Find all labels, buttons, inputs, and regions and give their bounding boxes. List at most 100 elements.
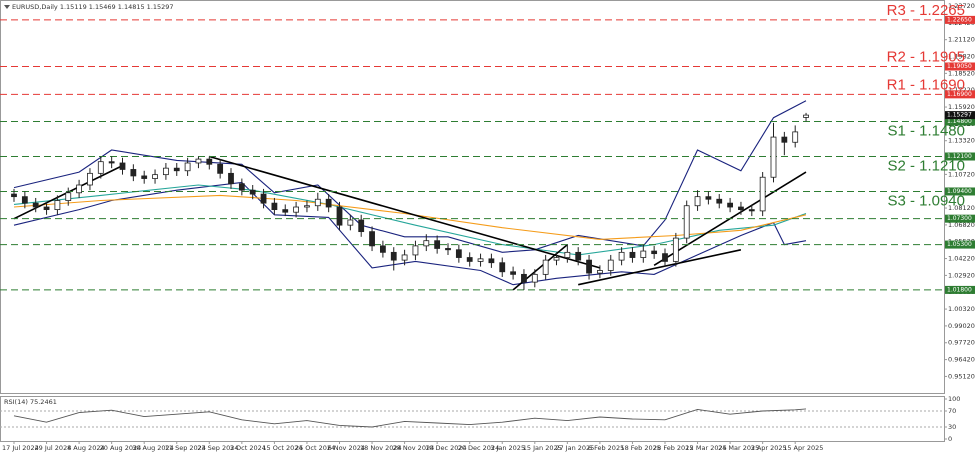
level-label: R2 - 1.1905 [887, 48, 965, 65]
level-tag: 1.09400 [947, 188, 972, 195]
candle-body [21, 196, 28, 204]
level-tag-box [945, 240, 975, 249]
candle-body [531, 273, 538, 283]
x-tick-label: 25 Oct 2024 [295, 444, 335, 452]
candle-body [249, 189, 256, 195]
y-tick-label: 1.08120 [948, 204, 975, 212]
candle-body [379, 245, 386, 253]
x-tick-label: 10 Dec 2024 [425, 444, 467, 452]
rsi-panel [0, 396, 945, 442]
x-tick-label: 30 Aug 2024 [132, 444, 174, 452]
candle-body [152, 174, 158, 179]
candle-body [738, 206, 744, 211]
y-tick-label: 1.17220 [948, 86, 975, 94]
candle-body [748, 209, 755, 212]
level-tag: 1.22650 [947, 16, 972, 23]
chart-title: EURUSD,Daily 1.15119 1.15469 1.14815 1.1… [12, 3, 174, 11]
candle-body [184, 162, 191, 172]
candle-body [705, 196, 712, 200]
x-tick-label: 15 Apr 2025 [783, 444, 823, 452]
candle-body [727, 202, 733, 208]
candle-body [510, 271, 517, 275]
y-tick-label: 1.23720 [948, 2, 975, 10]
candle-body [640, 250, 647, 258]
level-tag-box [945, 187, 975, 196]
level-tag: 1.16900 [947, 91, 972, 98]
x-tick-label: 3 Jan 2025 [490, 444, 525, 452]
candle-body [445, 248, 451, 251]
rsi-tick-label: 70 [948, 407, 956, 415]
rsi-tick-label: 100 [948, 395, 960, 403]
x-tick-label: 27 Jan 2025 [555, 444, 594, 452]
candle-body [401, 254, 408, 261]
level-tag-box [945, 152, 975, 161]
candle-body [87, 172, 93, 186]
x-tick-label: 15 Oct 2024 [262, 444, 302, 452]
rsi-line [13, 408, 807, 428]
level-tag-box [945, 117, 975, 126]
x-tick-label: 6 Nov 2024 [328, 444, 366, 452]
candle-body [195, 158, 202, 164]
y-tick-label: 0.97720 [948, 339, 975, 347]
candle-body [781, 136, 788, 143]
candle-body [358, 219, 365, 233]
trend-line [209, 155, 601, 269]
candle-body [586, 259, 592, 274]
level-tag: 1.14800 [947, 118, 972, 125]
candle-body [11, 193, 17, 198]
y-tick-label: 1.19820 [948, 53, 975, 61]
candle-body [564, 251, 571, 258]
level-tag-box [945, 15, 975, 24]
candle-body [206, 158, 213, 165]
y-tick-label: 1.21120 [948, 36, 975, 44]
x-tick-label: 23 Sep 2024 [197, 444, 238, 452]
y-tick-label: 0.99020 [948, 322, 975, 330]
rsi-tick-label: 0 [948, 435, 952, 443]
candle-body [347, 219, 354, 226]
main-panel [0, 0, 945, 394]
candle-body [314, 198, 321, 207]
last-price-box [945, 111, 975, 120]
candle-body [97, 161, 104, 174]
y-tick-label: 1.00320 [948, 305, 975, 313]
y-tick-label: 1.13320 [948, 137, 975, 145]
candle-body [618, 251, 625, 261]
y-tick-label: 1.06820 [948, 221, 975, 229]
x-tick-label: 28 Feb 2025 [653, 444, 693, 452]
level-tag: 1.05300 [947, 241, 972, 248]
candle-body [542, 259, 549, 275]
candle-body [597, 270, 603, 274]
candle-body [369, 231, 375, 247]
candle-body [304, 205, 310, 208]
trend-line [578, 249, 742, 286]
x-tick-label: 8 Aug 2024 [67, 444, 105, 452]
candle-body [43, 206, 50, 211]
menu-icon [4, 5, 10, 9]
rsi-tick-label: 30 [948, 423, 956, 431]
candle-body [412, 245, 419, 256]
candle-body [651, 250, 658, 255]
candle-body [76, 184, 82, 194]
candle-body [499, 262, 506, 273]
candle-body [228, 172, 234, 185]
candle-body [271, 202, 278, 211]
rsi-label: RSI(14) 75.2461 [4, 398, 57, 406]
candle-body [477, 258, 484, 262]
level-tag: 1.07300 [947, 215, 972, 222]
candle-body [629, 251, 636, 258]
x-tick-label: 29 Jul 2024 [35, 444, 72, 452]
x-tick-label: 11 Sep 2024 [165, 444, 206, 452]
y-tick-label: 1.18520 [948, 69, 975, 77]
level-label: R1 - 1.1690 [887, 76, 965, 93]
candle-body [488, 258, 495, 264]
candle-body [607, 259, 614, 271]
candle-body [521, 273, 527, 283]
level-label: S3 - 1.0940 [887, 192, 965, 209]
x-tick-label: 12 Mar 2025 [686, 444, 727, 452]
level-tag-box [945, 285, 975, 294]
candle-body [293, 206, 300, 213]
candle-body [423, 240, 430, 247]
candle-body [662, 253, 668, 262]
y-tick-label: 1.10720 [948, 170, 975, 178]
